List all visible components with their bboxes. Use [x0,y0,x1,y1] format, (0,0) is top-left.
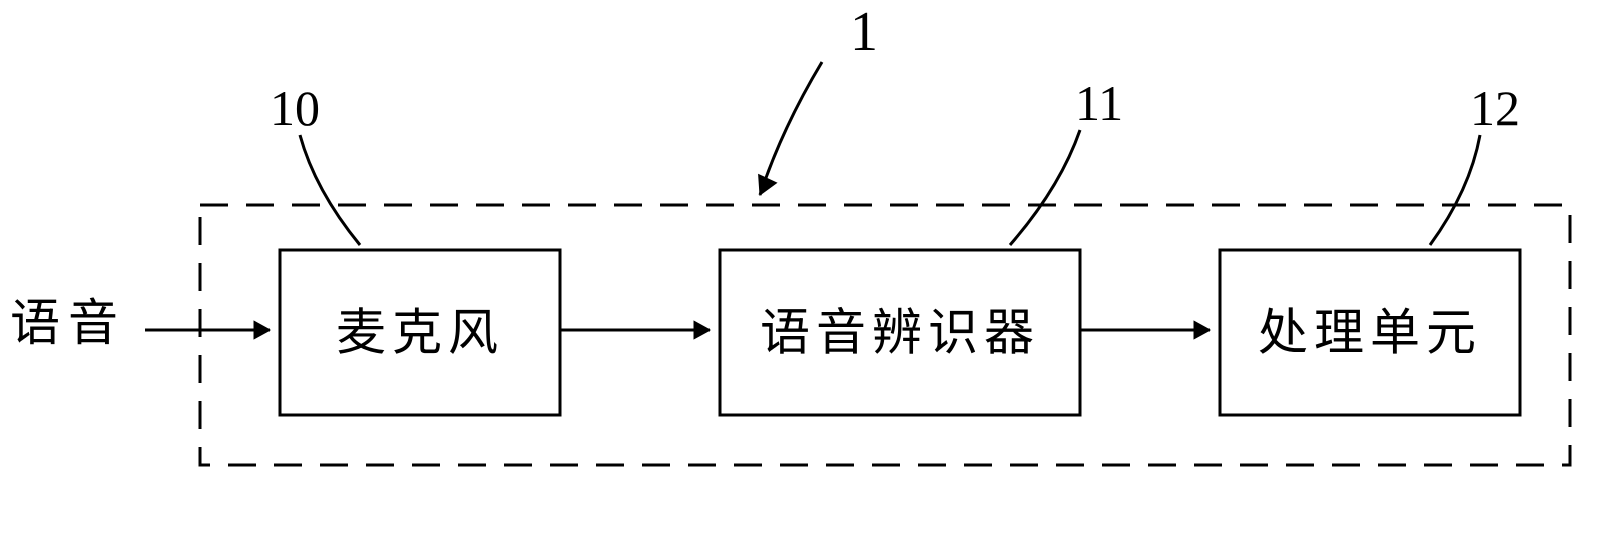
arrow-head [254,321,270,339]
leader-processor [1430,135,1480,245]
block-recognizer-label: 语音辨识器 [760,305,1040,361]
ref-system: 1 [850,1,878,63]
block-mic-label: 麦克风 [336,305,504,361]
leader-mic [300,135,360,245]
input-label: 语音 [10,295,126,351]
ref-mic: 10 [270,80,320,136]
leader-system [760,62,822,195]
ref-recognizer: 11 [1075,75,1123,131]
arrow-head [694,321,710,339]
block-processor-label: 处理单元 [1258,305,1482,361]
arrow-head [1194,321,1210,339]
ref-processor: 12 [1470,80,1520,136]
leader-recognizer [1010,130,1080,245]
